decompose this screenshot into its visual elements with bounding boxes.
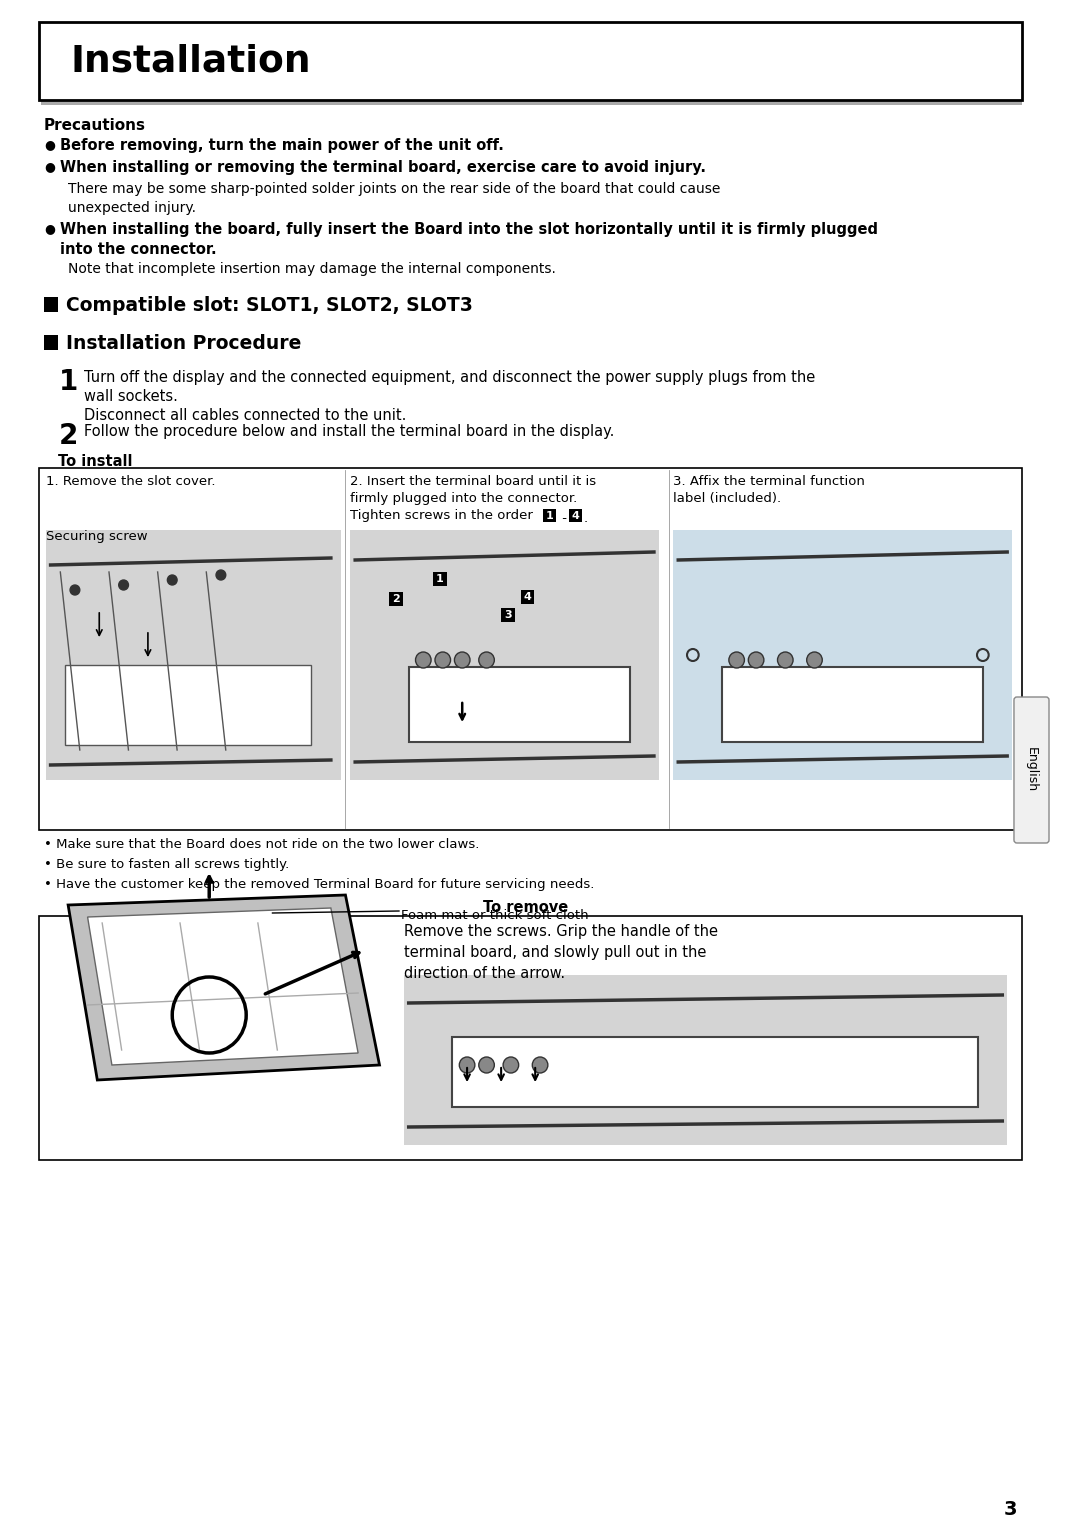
Bar — [39, 916, 1022, 1160]
Text: To install: To install — [58, 453, 133, 469]
Text: • Have the customer keep the removed Terminal Board for future servicing needs.: • Have the customer keep the removed Ter… — [44, 878, 594, 892]
Text: 1. Remove the slot cover.: 1. Remove the slot cover. — [45, 475, 215, 489]
Circle shape — [459, 1057, 475, 1072]
Circle shape — [532, 1057, 548, 1072]
Text: into the connector.: into the connector. — [60, 242, 217, 257]
Text: Compatible slot: SLOT1, SLOT2, SLOT3: Compatible slot: SLOT1, SLOT2, SLOT3 — [66, 296, 473, 314]
Text: -: - — [557, 512, 571, 525]
Text: wall sockets.: wall sockets. — [83, 389, 177, 404]
Text: firmly plugged into the connector.: firmly plugged into the connector. — [350, 492, 578, 506]
Bar — [453, 1037, 978, 1108]
Bar — [408, 666, 630, 741]
Bar — [433, 571, 447, 587]
Text: Remove the screws. Grip the handle of the: Remove the screws. Grip the handle of th… — [404, 924, 718, 939]
Text: To remove: To remove — [483, 899, 568, 915]
Circle shape — [478, 653, 495, 668]
Text: Disconnect all cables connected to the unit.: Disconnect all cables connected to the u… — [83, 408, 406, 423]
Bar — [501, 608, 515, 622]
Text: 2. Insert the terminal board until it is: 2. Insert the terminal board until it is — [350, 475, 596, 489]
Bar — [674, 530, 1012, 780]
Text: Installation: Installation — [70, 43, 311, 80]
Circle shape — [119, 581, 129, 590]
Circle shape — [455, 653, 470, 668]
Circle shape — [729, 653, 744, 668]
Bar — [39, 21, 1022, 100]
Text: direction of the arrow.: direction of the arrow. — [404, 967, 565, 980]
Polygon shape — [87, 908, 359, 1065]
Text: 3. Affix the terminal function: 3. Affix the terminal function — [674, 475, 865, 489]
Circle shape — [807, 653, 822, 668]
Text: • Be sure to fasten all screws tightly.: • Be sure to fasten all screws tightly. — [44, 858, 289, 872]
Text: Precautions: Precautions — [44, 118, 146, 133]
Text: English: English — [1025, 748, 1038, 792]
FancyBboxPatch shape — [1014, 697, 1049, 843]
Circle shape — [748, 653, 764, 668]
Circle shape — [416, 653, 431, 668]
Text: label (included).: label (included). — [674, 492, 782, 506]
Bar — [404, 974, 1008, 1144]
Text: • Make sure that the Board does not ride on the two lower claws.: • Make sure that the Board does not ride… — [44, 838, 480, 850]
Text: 1: 1 — [545, 510, 553, 521]
Text: Tighten screws in the order: Tighten screws in the order — [350, 509, 534, 522]
Circle shape — [167, 574, 177, 585]
Text: 1: 1 — [436, 574, 444, 584]
Text: When installing or removing the terminal board, exercise care to avoid injury.: When installing or removing the terminal… — [60, 159, 706, 175]
Text: ●: ● — [44, 159, 55, 173]
Circle shape — [778, 653, 793, 668]
Text: Note that incomplete insertion may damage the internal components.: Note that incomplete insertion may damag… — [68, 262, 556, 276]
Text: 1: 1 — [58, 368, 78, 395]
Text: Foam mat or thick soft cloth: Foam mat or thick soft cloth — [401, 908, 589, 922]
Text: Turn off the display and the connected equipment, and disconnect the power suppl: Turn off the display and the connected e… — [83, 371, 815, 385]
Text: 4: 4 — [571, 510, 580, 521]
Bar — [44, 297, 58, 313]
Circle shape — [503, 1057, 518, 1072]
Circle shape — [435, 653, 450, 668]
Text: 3: 3 — [1003, 1500, 1017, 1520]
Bar — [65, 665, 311, 745]
Text: 4: 4 — [524, 591, 531, 602]
Bar — [521, 590, 535, 604]
Text: ●: ● — [44, 138, 55, 152]
Text: There may be some sharp-pointed solder joints on the rear side of the board that: There may be some sharp-pointed solder j… — [68, 182, 720, 196]
Bar — [39, 467, 1022, 830]
Text: Before removing, turn the main power of the unit off.: Before removing, turn the main power of … — [60, 138, 504, 153]
Bar — [389, 591, 403, 607]
Bar — [543, 509, 555, 522]
Text: terminal board, and slowly pull out in the: terminal board, and slowly pull out in t… — [404, 945, 706, 961]
Bar — [41, 100, 1022, 106]
Bar — [44, 336, 58, 349]
Text: 3: 3 — [504, 610, 512, 620]
Text: Securing screw: Securing screw — [45, 530, 147, 542]
Text: ●: ● — [44, 222, 55, 234]
Polygon shape — [68, 895, 379, 1080]
Text: .: . — [584, 512, 588, 525]
Text: Installation Procedure: Installation Procedure — [66, 334, 301, 352]
Text: Follow the procedure below and install the terminal board in the display.: Follow the procedure below and install t… — [83, 424, 615, 440]
Circle shape — [478, 1057, 495, 1072]
Circle shape — [70, 585, 80, 594]
Text: When installing the board, fully insert the Board into the slot horizontally unt: When installing the board, fully insert … — [60, 222, 878, 237]
Circle shape — [216, 570, 226, 581]
Bar — [350, 530, 659, 780]
Text: 2: 2 — [58, 421, 78, 450]
Bar — [45, 530, 340, 780]
Bar — [569, 509, 582, 522]
Bar — [723, 666, 983, 741]
Text: 2: 2 — [392, 594, 400, 604]
Text: unexpected injury.: unexpected injury. — [68, 201, 197, 214]
